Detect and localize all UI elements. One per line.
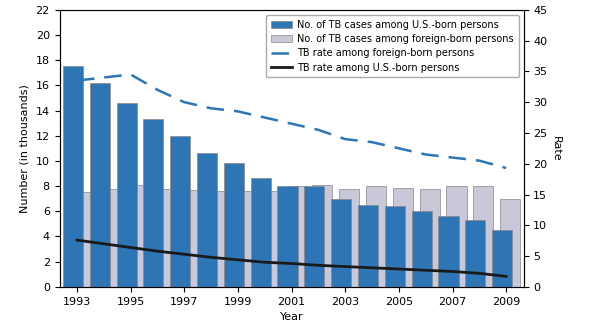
Bar	[492, 230, 512, 287]
Bar	[465, 220, 486, 287]
TB rate among U.S.-born persons	[100, 242, 107, 246]
Bar	[385, 206, 405, 287]
Bar	[286, 186, 306, 287]
TB rate among U.S.-born persons	[127, 245, 134, 249]
Bar	[304, 186, 324, 287]
TB rate among foreign-born persons	[100, 76, 107, 80]
TB rate among U.S.-born persons	[476, 271, 483, 275]
TB rate among U.S.-born persons	[288, 261, 295, 265]
Bar	[473, 186, 493, 287]
Bar	[277, 186, 298, 287]
TB rate among U.S.-born persons	[154, 249, 161, 253]
TB rate among foreign-born persons	[181, 100, 188, 104]
TB rate among foreign-born persons	[261, 116, 268, 120]
TB rate among U.S.-born persons	[181, 252, 188, 256]
Bar	[90, 83, 110, 287]
Bar	[331, 199, 351, 287]
Bar	[259, 191, 279, 287]
TB rate among foreign-born persons	[208, 106, 215, 110]
Bar	[63, 67, 83, 287]
Bar	[143, 119, 164, 287]
TB rate among foreign-born persons	[154, 88, 161, 92]
Bar	[197, 153, 217, 287]
X-axis label: Year: Year	[280, 312, 303, 322]
TB rate among foreign-born persons	[288, 122, 295, 126]
TB rate among foreign-born persons	[234, 110, 242, 113]
Bar	[98, 189, 118, 287]
Legend: No. of TB cases among U.S.-born persons, No. of TB cases among foreign-born pers: No. of TB cases among U.S.-born persons,…	[266, 15, 519, 78]
Bar	[393, 188, 413, 287]
Bar	[205, 191, 225, 287]
TB rate among foreign-born persons	[368, 140, 375, 144]
TB rate among U.S.-born persons	[73, 238, 80, 242]
Bar	[339, 189, 359, 287]
TB rate among foreign-born persons	[449, 156, 456, 159]
TB rate among foreign-born persons	[342, 137, 349, 141]
Bar	[312, 185, 333, 287]
TB rate among U.S.-born persons	[261, 260, 268, 264]
Bar	[446, 186, 466, 287]
TB rate among U.S.-born persons	[234, 258, 242, 262]
Line: TB rate among foreign-born persons: TB rate among foreign-born persons	[77, 74, 506, 168]
TB rate among U.S.-born persons	[315, 263, 322, 267]
Bar	[250, 178, 271, 287]
Bar	[224, 163, 244, 287]
Y-axis label: Number (in thousands): Number (in thousands)	[20, 84, 30, 213]
Bar	[170, 136, 190, 287]
TB rate among U.S.-born persons	[449, 270, 456, 274]
Bar	[500, 199, 520, 287]
Bar	[117, 103, 137, 287]
TB rate among foreign-born persons	[127, 72, 134, 76]
Bar	[439, 216, 459, 287]
Bar	[71, 192, 91, 287]
TB rate among U.S.-born persons	[368, 266, 375, 270]
TB rate among foreign-born persons	[503, 166, 510, 170]
TB rate among U.S.-born persons	[342, 265, 349, 269]
Bar	[124, 185, 145, 287]
Bar	[412, 211, 432, 287]
TB rate among foreign-born persons	[315, 128, 322, 132]
TB rate among U.S.-born persons	[422, 268, 429, 272]
TB rate among foreign-born persons	[73, 79, 80, 82]
Bar	[358, 205, 378, 287]
TB rate among U.S.-born persons	[395, 267, 402, 271]
TB rate among foreign-born persons	[422, 153, 429, 156]
Bar	[366, 186, 386, 287]
Bar	[151, 189, 171, 287]
Bar	[178, 190, 198, 287]
Bar	[419, 189, 440, 287]
TB rate among foreign-born persons	[395, 146, 402, 150]
Bar	[232, 191, 252, 287]
TB rate among U.S.-born persons	[208, 255, 215, 259]
TB rate among U.S.-born persons	[503, 274, 510, 278]
Line: TB rate among U.S.-born persons: TB rate among U.S.-born persons	[77, 240, 506, 276]
TB rate among foreign-born persons	[476, 159, 483, 163]
Y-axis label: Rate: Rate	[552, 136, 561, 161]
